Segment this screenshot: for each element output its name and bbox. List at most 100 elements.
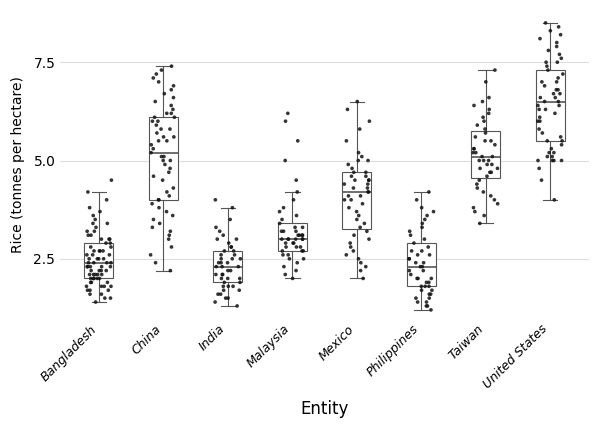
Point — [412, 196, 421, 203]
Point — [346, 196, 356, 203]
Point — [420, 216, 430, 223]
Point — [482, 173, 492, 180]
Point — [426, 291, 436, 298]
Point — [211, 263, 221, 270]
Point — [86, 275, 95, 282]
Point — [422, 302, 432, 309]
Point — [416, 283, 426, 290]
Point — [216, 251, 226, 258]
Point — [426, 306, 436, 313]
Point — [280, 271, 290, 278]
Point — [166, 157, 175, 164]
Point — [158, 157, 168, 164]
Point — [170, 114, 179, 121]
Point — [228, 283, 238, 290]
Point — [298, 248, 308, 254]
Point — [417, 204, 427, 211]
Point — [217, 255, 226, 262]
Point — [427, 287, 437, 294]
Point — [358, 200, 367, 207]
Point — [82, 263, 92, 270]
Point — [480, 137, 490, 144]
Point — [169, 94, 178, 101]
Point — [94, 267, 104, 274]
Point — [155, 220, 164, 227]
Point — [97, 271, 107, 278]
Point — [343, 106, 352, 113]
Point — [219, 287, 229, 294]
Point — [541, 59, 551, 66]
Point — [281, 118, 290, 124]
Point — [289, 196, 298, 203]
Point — [557, 137, 567, 144]
Point — [361, 169, 371, 176]
Point — [469, 149, 478, 156]
Point — [417, 248, 427, 254]
Point — [93, 271, 103, 278]
Point — [166, 102, 176, 109]
Point — [89, 275, 98, 282]
Point — [362, 228, 371, 235]
Point — [340, 181, 349, 187]
Point — [424, 295, 434, 302]
Point — [148, 224, 157, 231]
Point — [490, 141, 500, 148]
Point — [365, 118, 374, 124]
Point — [424, 279, 434, 286]
Point — [554, 102, 564, 109]
Point — [475, 165, 485, 172]
Point — [223, 295, 233, 302]
Point — [166, 228, 175, 235]
Point — [352, 216, 362, 223]
Point — [298, 224, 307, 231]
Point — [233, 263, 243, 270]
Point — [92, 275, 102, 282]
PathPatch shape — [471, 131, 500, 178]
Point — [542, 153, 552, 160]
PathPatch shape — [278, 224, 307, 251]
Point — [277, 236, 287, 242]
Point — [406, 271, 416, 278]
Point — [356, 267, 365, 274]
Point — [220, 279, 229, 286]
Point — [97, 291, 106, 298]
Point — [364, 236, 374, 242]
Point — [106, 259, 116, 266]
Point — [548, 157, 557, 164]
Point — [164, 232, 174, 239]
Point — [425, 251, 434, 258]
Point — [104, 236, 114, 242]
Point — [363, 157, 373, 164]
Point — [344, 204, 354, 211]
Point — [146, 149, 156, 156]
Point — [211, 224, 221, 231]
Point — [157, 153, 166, 160]
Point — [424, 188, 434, 195]
Point — [281, 244, 291, 251]
Point — [364, 177, 374, 184]
Point — [148, 75, 158, 82]
Point — [105, 236, 115, 242]
Point — [411, 295, 421, 302]
Point — [413, 299, 422, 305]
Point — [412, 275, 422, 282]
Point — [89, 275, 98, 282]
Point — [554, 24, 563, 30]
Point — [424, 291, 434, 298]
Point — [85, 291, 95, 298]
Point — [151, 259, 160, 266]
Point — [235, 275, 245, 282]
Point — [292, 188, 302, 195]
Point — [223, 267, 233, 274]
Point — [212, 236, 222, 242]
Point — [292, 244, 301, 251]
Point — [223, 259, 232, 266]
Point — [484, 106, 494, 113]
Point — [279, 228, 289, 235]
Point — [291, 228, 301, 235]
Point — [488, 153, 497, 160]
Point — [91, 271, 100, 278]
Point — [299, 255, 308, 262]
Point — [85, 255, 94, 262]
Point — [104, 251, 114, 258]
